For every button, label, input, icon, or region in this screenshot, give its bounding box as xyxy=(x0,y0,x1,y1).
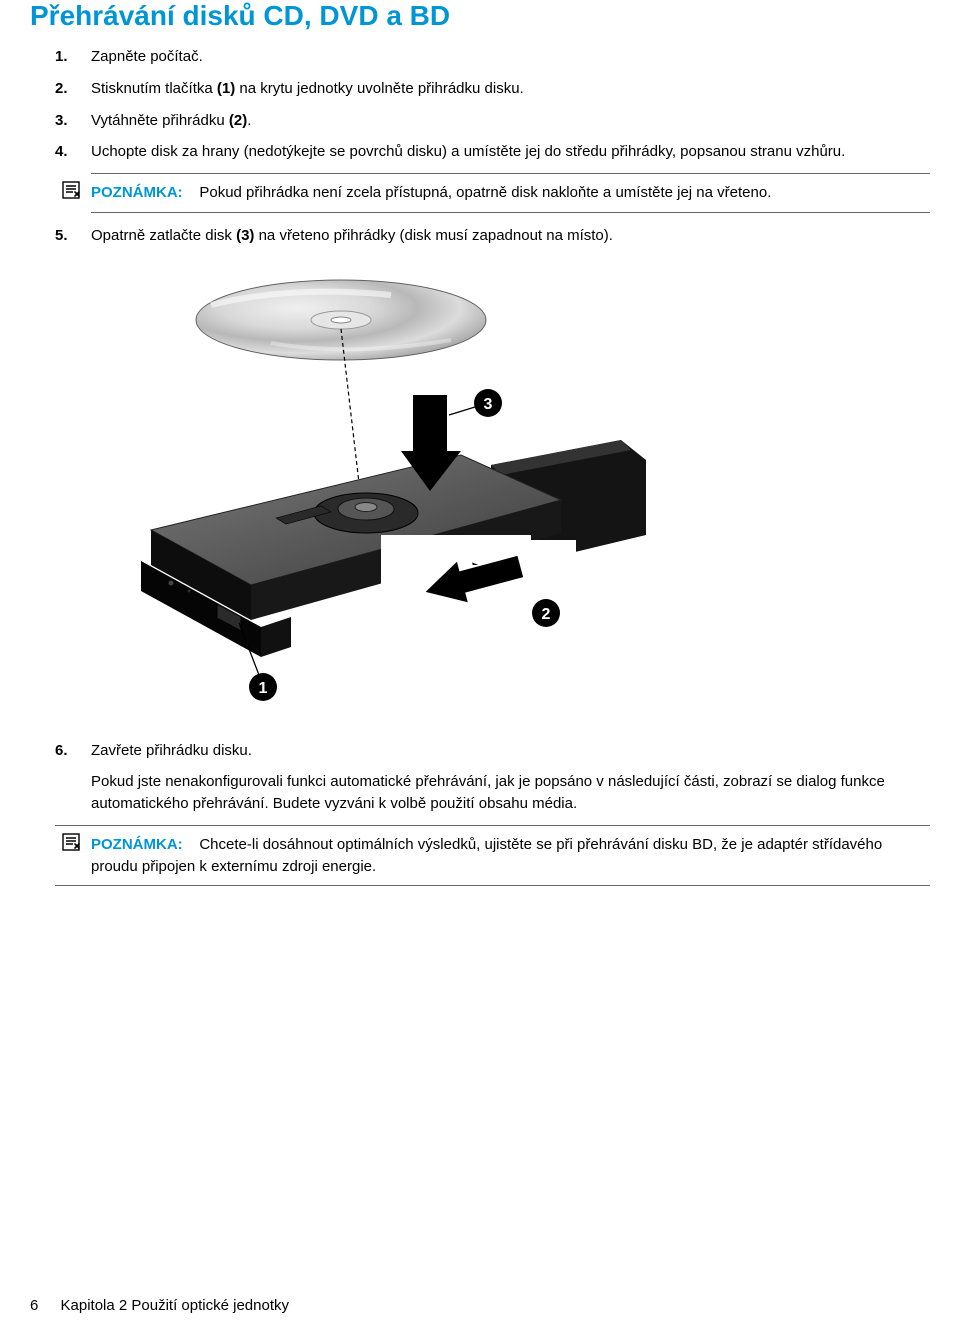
page-number: 6 xyxy=(30,1297,38,1314)
step-text: . xyxy=(247,112,251,129)
svg-text:1: 1 xyxy=(259,680,268,697)
step-text: Uchopte disk za hrany (nedotýkejte se po… xyxy=(91,143,845,160)
spindle xyxy=(314,493,418,533)
step-text: na vřeteno přihrádky (disk musí zapadnou… xyxy=(254,227,613,244)
step-number: 1. xyxy=(55,46,68,68)
note-box: POZNÁMKA: Pokud přihrádka není zcela pří… xyxy=(91,173,930,213)
callout-ref: (1) xyxy=(217,80,235,97)
step-text: Stisknutím tlačítka xyxy=(91,80,217,97)
callout-ref: (2) xyxy=(229,112,247,129)
note-icon xyxy=(61,832,81,859)
instruction-list: 1. Zapněte počítač. 2. Stisknutím tlačít… xyxy=(55,46,930,163)
note-text: Pokud přihrádka není zcela přístupná, op… xyxy=(199,184,771,201)
step-text: Vytáhněte přihrádku xyxy=(91,112,229,129)
instruction-list-cont2: 6. Zavřete přihrádku disku. xyxy=(55,740,930,762)
chapter-label: Kapitola 2 Použití optické jednotky xyxy=(61,1297,289,1314)
disc-tray-figure: 3 2 1 xyxy=(91,265,930,710)
page-title: Přehrávání disků CD, DVD a BD xyxy=(30,0,930,32)
step-text: na krytu jednotky uvolněte přihrádku dis… xyxy=(235,80,524,97)
instruction-list-cont: 5. Opatrně zatlačte disk (3) na vřeteno … xyxy=(55,225,930,247)
step-2: 2. Stisknutím tlačítka (1) na krytu jedn… xyxy=(55,78,930,100)
disc-icon xyxy=(196,280,486,360)
step-number: 2. xyxy=(55,78,68,100)
step-number: 3. xyxy=(55,110,68,132)
callout-ref: (3) xyxy=(236,227,254,244)
step-3: 3. Vytáhněte přihrádku (2). xyxy=(55,110,930,132)
step-1: 1. Zapněte počítač. xyxy=(55,46,930,68)
note-text: Chcete-li dosáhnout optimálních výsledků… xyxy=(91,836,882,875)
step-5: 5. Opatrně zatlačte disk (3) na vřeteno … xyxy=(55,225,930,247)
step-4: 4. Uchopte disk za hrany (nedotýkejte se… xyxy=(55,141,930,163)
note-icon xyxy=(61,180,81,207)
step-text: Zapněte počítač. xyxy=(91,48,203,65)
note-text xyxy=(187,836,200,853)
body-paragraph: Pokud jste nenakonfigurovali funkci auto… xyxy=(91,771,930,815)
note-box: POZNÁMKA: Chcete-li dosáhnout optimálníc… xyxy=(55,825,930,887)
step-number: 4. xyxy=(55,141,68,163)
step-text: Zavřete přihrádku disku. xyxy=(91,742,252,759)
step-number: 5. xyxy=(55,225,68,247)
note-label: POZNÁMKA: xyxy=(91,184,183,201)
page-footer: 6 Kapitola 2 Použití optické jednotky xyxy=(30,1297,289,1314)
step-number: 6. xyxy=(55,740,68,762)
svg-text:2: 2 xyxy=(542,606,551,623)
note-label: POZNÁMKA: xyxy=(91,836,183,853)
svg-text:3: 3 xyxy=(484,396,493,413)
step-text: Opatrně zatlačte disk xyxy=(91,227,236,244)
note-text xyxy=(187,184,200,201)
step-6: 6. Zavřete přihrádku disku. xyxy=(55,740,930,762)
